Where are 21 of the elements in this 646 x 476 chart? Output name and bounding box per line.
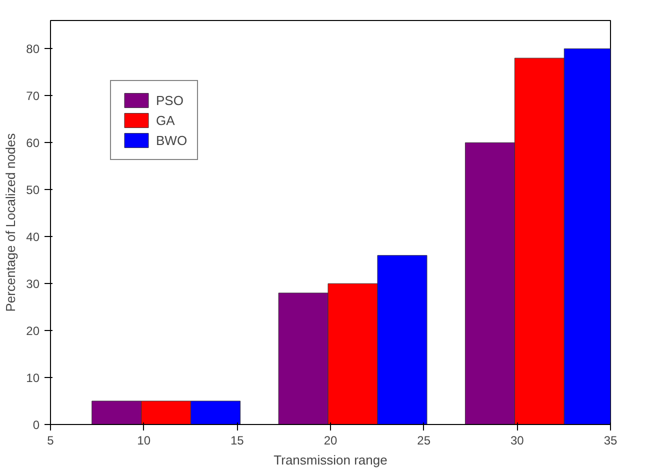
y-tick-label: 10: [26, 371, 40, 386]
legend-label: PSO: [156, 92, 184, 108]
x-tick-label: 5: [47, 434, 54, 448]
legend-label: BWO: [156, 132, 188, 148]
x-tick-label: 25: [417, 434, 431, 448]
y-tick-label: 30: [26, 277, 40, 292]
y-tick-label: 60: [26, 136, 40, 150]
x-axis-title: Transmission range: [274, 452, 388, 468]
y-tick-label: 80: [26, 42, 40, 56]
x-tick-label: 15: [230, 434, 244, 448]
x-tick-label: 35: [604, 434, 618, 448]
y-tick-label: 50: [26, 183, 40, 198]
y-tick-label: 40: [26, 230, 40, 244]
x-tick-label: 10: [137, 434, 151, 448]
y-tick-label: 70: [26, 89, 40, 104]
y-tick-label: 20: [26, 324, 40, 338]
y-tick-label: 0: [32, 418, 40, 432]
y-axis-title: Percentage of Localized nodes: [3, 132, 18, 312]
x-tick-label: 30: [510, 434, 524, 448]
x-tick-label: 20: [324, 434, 338, 448]
legend-label: GA: [156, 112, 176, 128]
